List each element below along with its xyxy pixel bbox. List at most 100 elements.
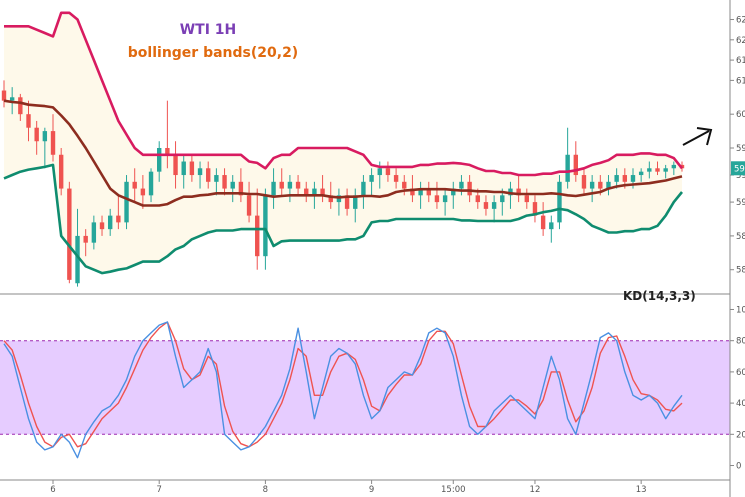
candle-body (524, 195, 529, 203)
price-tick-label: 59 (736, 198, 745, 208)
candle-body (442, 195, 448, 203)
band-fill-area (4, 12, 682, 274)
candle-body (148, 171, 154, 196)
candle-body (598, 181, 603, 189)
candle (18, 93, 23, 121)
candle-body (132, 181, 137, 189)
price-tick-label: 62 (736, 16, 745, 26)
candle (271, 168, 276, 209)
kd-d-line (3, 321, 683, 448)
kd-tick-label: 60 (736, 368, 745, 378)
kd-k-line (3, 321, 683, 459)
candle (165, 100, 170, 169)
candle (573, 141, 579, 182)
arrow-head (696, 127, 713, 146)
candle-body (630, 175, 636, 182)
candle (107, 208, 113, 236)
price-tick-label: 59 (736, 171, 745, 181)
candle-body (230, 181, 235, 189)
lower-band-line (3, 163, 684, 275)
upper-band-line (4, 11, 684, 177)
price-tick-label: 61 (736, 76, 745, 86)
candle (589, 175, 595, 203)
candle-body (91, 222, 97, 243)
candle-body (377, 168, 382, 176)
candle (91, 215, 97, 250)
candle (75, 208, 80, 287)
candle-body (173, 154, 178, 176)
candle (451, 181, 456, 209)
price-tick-label: 59 (736, 144, 745, 154)
candle-body (426, 188, 431, 196)
candle (336, 188, 342, 216)
arrow-shaft (682, 130, 710, 146)
candle-body (328, 195, 333, 203)
candle-body (181, 161, 186, 176)
candle (353, 188, 358, 223)
candle (410, 175, 415, 203)
candle (214, 168, 219, 196)
candle (581, 168, 587, 196)
candle-body (42, 131, 48, 142)
candle (524, 188, 529, 209)
candle-body (573, 154, 579, 176)
candle (606, 175, 611, 196)
candle (116, 195, 121, 230)
candle (83, 229, 88, 257)
candle-body (214, 175, 219, 182)
candle (369, 168, 374, 196)
kd-tick-label: 100 (736, 305, 745, 315)
candle-body (565, 154, 570, 182)
candle-body (549, 222, 554, 230)
candle-body (508, 188, 513, 196)
candle (67, 181, 72, 284)
candle-body (353, 195, 358, 209)
candle-body (540, 215, 546, 230)
candle (99, 215, 105, 236)
candle-body (361, 181, 366, 196)
candle-body (336, 195, 342, 203)
candle (426, 181, 431, 203)
candle-body (295, 181, 301, 189)
candle (157, 141, 162, 182)
candle-body (140, 188, 146, 196)
candle-body (67, 188, 72, 280)
candle (442, 188, 448, 216)
candle-body (18, 97, 23, 115)
candle-body (663, 168, 668, 172)
candle (491, 195, 497, 223)
kd-tick-label: 0 (736, 462, 741, 472)
candle-body (206, 168, 211, 182)
x-tick-label: 6 (50, 485, 55, 495)
bollinger-bands (3, 11, 684, 275)
price-tick-label: 61 (736, 56, 745, 66)
candle-body (312, 188, 317, 196)
candle (328, 181, 333, 209)
candle (1, 80, 7, 108)
candle (173, 141, 178, 189)
candle (279, 168, 284, 196)
candle-body (532, 202, 538, 216)
x-tick-label: 9 (369, 485, 374, 495)
candle (34, 120, 39, 155)
candle-body (402, 181, 407, 189)
candle (230, 175, 235, 203)
candle (647, 161, 652, 179)
candle-body (320, 188, 325, 196)
candle-body (483, 202, 489, 209)
candle (181, 154, 186, 189)
candle (361, 175, 366, 209)
price-tick-label: 58 (736, 266, 745, 276)
candle (459, 175, 464, 196)
candle-body (279, 181, 284, 189)
candle (295, 175, 301, 196)
kd-label: KD(14,3,3) (623, 289, 696, 303)
price-label: 59 (734, 164, 745, 174)
kd-panel (0, 321, 730, 459)
candle (9, 87, 15, 115)
candle (638, 168, 644, 182)
candle (565, 127, 570, 189)
